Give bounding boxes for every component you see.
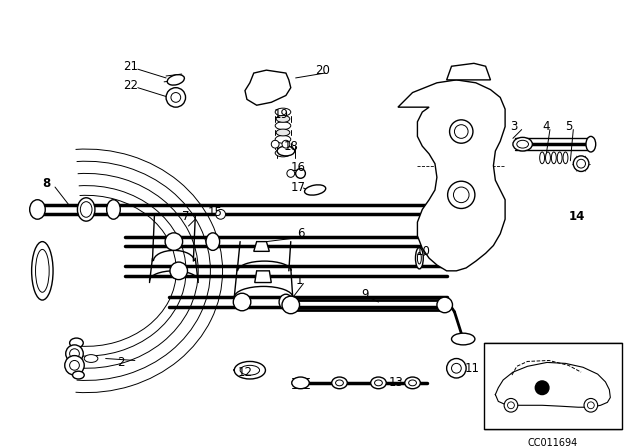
Text: 16: 16	[291, 161, 306, 174]
Ellipse shape	[552, 152, 556, 164]
Circle shape	[535, 381, 549, 395]
Text: 3: 3	[510, 120, 517, 133]
Ellipse shape	[437, 297, 452, 313]
Text: 1: 1	[296, 274, 303, 287]
Ellipse shape	[81, 202, 92, 217]
Ellipse shape	[275, 108, 291, 116]
Ellipse shape	[240, 365, 260, 375]
Text: 22: 22	[124, 79, 138, 92]
Text: 18: 18	[284, 140, 299, 153]
Ellipse shape	[77, 198, 95, 221]
Ellipse shape	[447, 358, 466, 378]
Ellipse shape	[275, 122, 291, 129]
Circle shape	[296, 168, 305, 178]
Circle shape	[70, 349, 79, 358]
Circle shape	[216, 210, 225, 219]
Ellipse shape	[415, 247, 423, 269]
Text: 6: 6	[298, 227, 305, 240]
Text: 7: 7	[182, 210, 189, 223]
Ellipse shape	[513, 138, 532, 151]
Ellipse shape	[374, 380, 382, 386]
Ellipse shape	[84, 355, 98, 362]
Ellipse shape	[279, 294, 292, 310]
Ellipse shape	[557, 152, 562, 164]
Circle shape	[449, 120, 473, 143]
Text: 9: 9	[361, 288, 369, 301]
Text: 14: 14	[568, 210, 585, 223]
Bar	[484, 343, 622, 429]
Circle shape	[282, 140, 290, 148]
Circle shape	[588, 402, 595, 409]
Ellipse shape	[31, 241, 53, 300]
Ellipse shape	[165, 233, 182, 250]
Ellipse shape	[276, 129, 290, 136]
Text: 15: 15	[208, 206, 223, 219]
Ellipse shape	[292, 377, 309, 389]
Ellipse shape	[452, 333, 475, 345]
Circle shape	[171, 93, 180, 102]
Text: 5: 5	[566, 120, 573, 133]
Polygon shape	[253, 241, 269, 251]
Text: CC011694: CC011694	[528, 439, 578, 448]
Ellipse shape	[516, 140, 529, 148]
Ellipse shape	[234, 362, 266, 379]
Ellipse shape	[70, 338, 83, 348]
Circle shape	[166, 88, 186, 107]
Ellipse shape	[72, 371, 84, 379]
Ellipse shape	[282, 296, 300, 314]
Ellipse shape	[563, 152, 568, 164]
Ellipse shape	[275, 149, 291, 157]
Text: 13: 13	[388, 376, 403, 389]
Ellipse shape	[305, 185, 326, 195]
Ellipse shape	[335, 380, 344, 386]
Ellipse shape	[332, 377, 348, 389]
Circle shape	[508, 402, 515, 409]
Polygon shape	[398, 80, 505, 271]
Text: 8: 8	[42, 177, 51, 190]
Ellipse shape	[234, 293, 251, 311]
Circle shape	[454, 187, 469, 202]
Ellipse shape	[371, 377, 387, 389]
Polygon shape	[255, 271, 271, 283]
Circle shape	[66, 345, 83, 362]
Text: 17: 17	[291, 181, 306, 194]
Ellipse shape	[404, 377, 420, 389]
Circle shape	[454, 125, 468, 138]
Ellipse shape	[36, 250, 49, 292]
Text: 4: 4	[542, 120, 550, 133]
Ellipse shape	[452, 363, 461, 373]
Ellipse shape	[409, 380, 417, 386]
Ellipse shape	[417, 252, 421, 264]
Circle shape	[447, 181, 475, 208]
Ellipse shape	[577, 159, 586, 168]
Circle shape	[65, 356, 84, 375]
Circle shape	[504, 398, 518, 412]
Text: 10: 10	[415, 245, 430, 258]
Ellipse shape	[277, 146, 294, 156]
Text: 11: 11	[464, 362, 479, 375]
Ellipse shape	[206, 233, 220, 250]
Ellipse shape	[167, 75, 184, 85]
Circle shape	[287, 169, 294, 177]
Ellipse shape	[545, 152, 550, 164]
Ellipse shape	[573, 156, 589, 172]
Ellipse shape	[540, 152, 545, 164]
Polygon shape	[245, 70, 291, 105]
Ellipse shape	[586, 136, 596, 152]
Circle shape	[584, 398, 598, 412]
Ellipse shape	[29, 200, 45, 219]
Text: 19: 19	[273, 108, 288, 121]
Text: 21: 21	[124, 60, 138, 73]
Circle shape	[70, 361, 79, 370]
Ellipse shape	[170, 262, 188, 280]
Text: 2: 2	[117, 356, 125, 369]
Ellipse shape	[275, 135, 291, 143]
Text: 20: 20	[315, 64, 330, 77]
Ellipse shape	[107, 200, 120, 219]
Circle shape	[271, 140, 279, 148]
Text: 12: 12	[237, 366, 252, 379]
Polygon shape	[447, 63, 490, 80]
Ellipse shape	[276, 116, 290, 122]
